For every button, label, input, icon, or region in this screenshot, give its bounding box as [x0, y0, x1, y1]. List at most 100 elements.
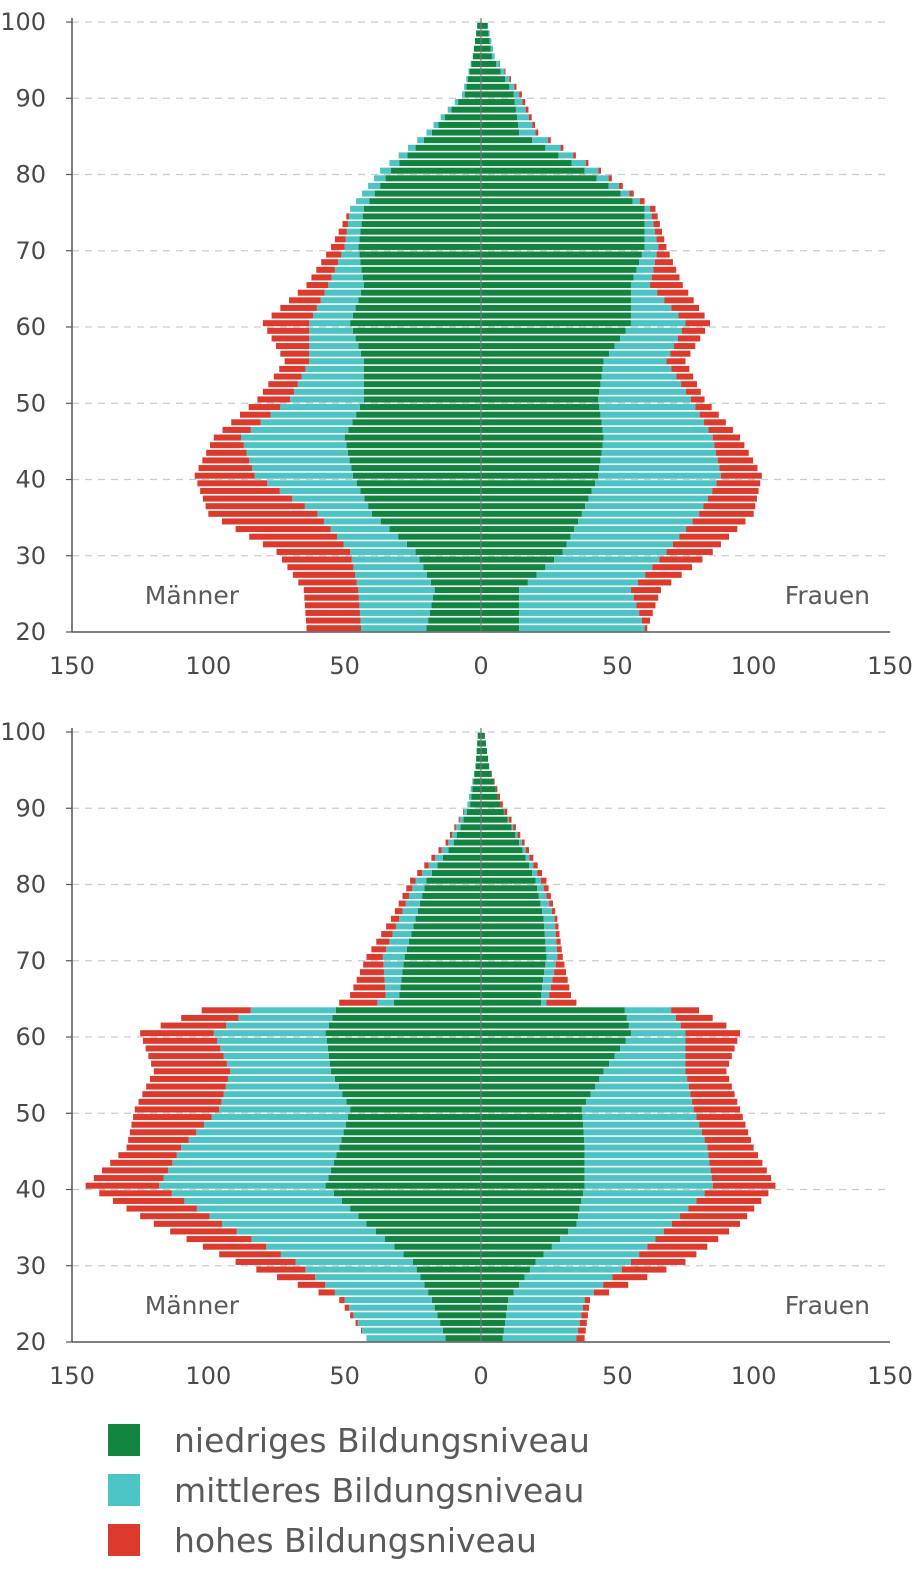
bar-frauen-mid-age-63 [624, 1007, 672, 1014]
bar-frauen-mid-age-41 [584, 1175, 712, 1182]
bar-frauen-high-age-53 [688, 1083, 732, 1090]
bar-maenner-low-age-64 [361, 289, 481, 296]
bar-maenner-mid-age-20 [366, 1335, 446, 1342]
bar-maenner-low-age-61 [328, 1022, 481, 1029]
bar-frauen-mid-age-81 [571, 160, 586, 167]
bar-frauen-mid-age-80 [535, 877, 541, 884]
bar-frauen-low-age-42 [481, 1167, 585, 1174]
bar-frauen-high-age-25 [630, 587, 661, 594]
bar-frauen-high-age-83 [560, 144, 564, 151]
bar-frauen-mid-age-26 [527, 579, 639, 586]
bar-maenner-mid-age-38 [184, 1197, 342, 1204]
bar-frauen-mid-age-37 [579, 1205, 689, 1212]
bar-frauen-mid-age-33 [560, 1236, 656, 1243]
bar-frauen-low-age-82 [481, 152, 559, 159]
x-tick-label: 100 [731, 1362, 777, 1390]
bar-maenner-low-age-45 [339, 1144, 481, 1151]
bar-frauen-mid-age-58 [620, 1045, 686, 1052]
bar-maenner-low-age-54 [334, 1075, 481, 1082]
bar-frauen-low-age-96 [481, 45, 491, 52]
bar-maenner-high-age-74 [346, 213, 350, 220]
bar-maenner-mid-age-42 [167, 1167, 332, 1174]
bar-maenner-mid-age-57 [309, 343, 359, 350]
bar-maenner-mid-age-29 [351, 556, 420, 563]
bar-maenner-high-age-74 [386, 923, 396, 930]
bar-frauen-mid-age-71 [545, 946, 557, 953]
bar-frauen-high-age-75 [554, 915, 558, 922]
bar-frauen-low-age-87 [481, 114, 517, 121]
bar-frauen-low-age-55 [481, 358, 604, 365]
bar-frauen-high-age-84 [525, 847, 529, 854]
bar-frauen-low-age-60 [481, 1030, 631, 1037]
bar-frauen-high-age-78 [618, 182, 623, 189]
bar-maenner-high-age-73 [381, 931, 393, 938]
bar-frauen-mid-age-49 [599, 404, 696, 411]
bar-maenner-high-age-68 [359, 969, 384, 976]
bar-maenner-high-age-88 [458, 816, 460, 823]
bar-maenner-low-age-88 [463, 816, 481, 823]
bar-maenner-mid-age-75 [399, 915, 416, 922]
bar-frauen-low-age-97 [481, 38, 490, 45]
bar-frauen-mid-age-30 [535, 1258, 631, 1265]
bar-frauen-mid-age-41 [599, 465, 720, 472]
bar-frauen-low-age-34 [481, 1228, 569, 1235]
bar-frauen-high-age-68 [554, 969, 567, 976]
bar-frauen-low-age-51 [481, 388, 600, 395]
bar-maenner-high-age-62 [181, 1014, 239, 1021]
bar-frauen-low-age-38 [481, 1197, 582, 1204]
bar-maenner-high-age-66 [353, 984, 386, 991]
bar-maenner-low-age-29 [416, 1266, 481, 1273]
bar-frauen-low-age-62 [481, 304, 631, 311]
bar-maenner-high-age-69 [363, 961, 384, 968]
bar-frauen-mid-age-60 [630, 1030, 686, 1037]
bar-frauen-low-age-36 [481, 1213, 579, 1220]
bar-frauen-low-age-64 [481, 289, 631, 296]
bar-frauen-low-age-61 [481, 1022, 629, 1029]
bar-frauen-mid-age-53 [594, 1083, 689, 1090]
bar-maenner-low-age-53 [338, 1083, 481, 1090]
bar-frauen-mid-age-62 [630, 304, 672, 311]
bar-frauen-mid-age-87 [516, 114, 529, 121]
bar-maenner-mid-age-94 [473, 770, 475, 777]
bar-frauen-high-age-72 [556, 938, 561, 945]
bar-frauen-high-age-30 [666, 548, 713, 555]
bar-maenner-low-age-43 [347, 449, 481, 456]
bar-frauen-low-age-42 [481, 457, 601, 464]
bar-maenner-low-age-28 [423, 564, 481, 571]
bar-maenner-high-age-29 [256, 1266, 306, 1273]
bar-frauen-high-age-57 [674, 343, 696, 350]
bar-maenner-high-age-45 [213, 434, 242, 441]
bar-maenner-low-age-78 [422, 892, 481, 899]
bar-maenner-low-age-58 [355, 335, 481, 342]
bar-frauen-high-age-55 [685, 1068, 727, 1075]
bar-maenner-low-age-80 [426, 877, 481, 884]
y-tick-label: 50 [15, 389, 46, 417]
bar-maenner-low-age-46 [341, 1136, 481, 1143]
bar-maenner-low-age-98 [477, 740, 481, 747]
bar-maenner-low-age-60 [350, 320, 481, 327]
bar-maenner-low-age-71 [406, 946, 481, 953]
bar-frauen-high-age-27 [645, 571, 682, 578]
bar-maenner-low-age-56 [329, 1060, 481, 1067]
bar-maenner-low-age-74 [362, 213, 481, 220]
bar-frauen-high-age-51 [686, 388, 701, 395]
bar-frauen-low-age-82 [481, 862, 529, 869]
population-pyramids: 20 30 40 50 60 70 80 90 100 150 100 50 0 50 100 150 Männ… [0, 8, 913, 1390]
bar-frauen-low-age-95 [481, 763, 490, 770]
bar-maenner-mid-age-36 [209, 1213, 359, 1220]
bar-frauen-low-age-41 [481, 465, 600, 472]
bar-frauen-high-age-67 [552, 976, 568, 983]
bar-frauen-mid-age-70 [644, 243, 659, 250]
bar-frauen-mid-age-31 [543, 1251, 640, 1258]
label-maenner: Männer [145, 1291, 240, 1320]
bar-maenner-high-age-58 [145, 1045, 221, 1052]
bar-maenner-mid-age-79 [412, 885, 425, 892]
bar-frauen-mid-age-20 [502, 1335, 577, 1342]
bar-maenner-mid-age-37 [196, 1205, 351, 1212]
bar-frauen-mid-age-78 [608, 182, 619, 189]
bar-frauen-high-age-21 [578, 1327, 586, 1334]
bar-frauen-mid-age-70 [546, 953, 558, 960]
bar-frauen-low-age-20 [481, 625, 520, 632]
bar-frauen-low-age-58 [481, 1045, 621, 1052]
y-tick-label: 70 [15, 947, 46, 975]
